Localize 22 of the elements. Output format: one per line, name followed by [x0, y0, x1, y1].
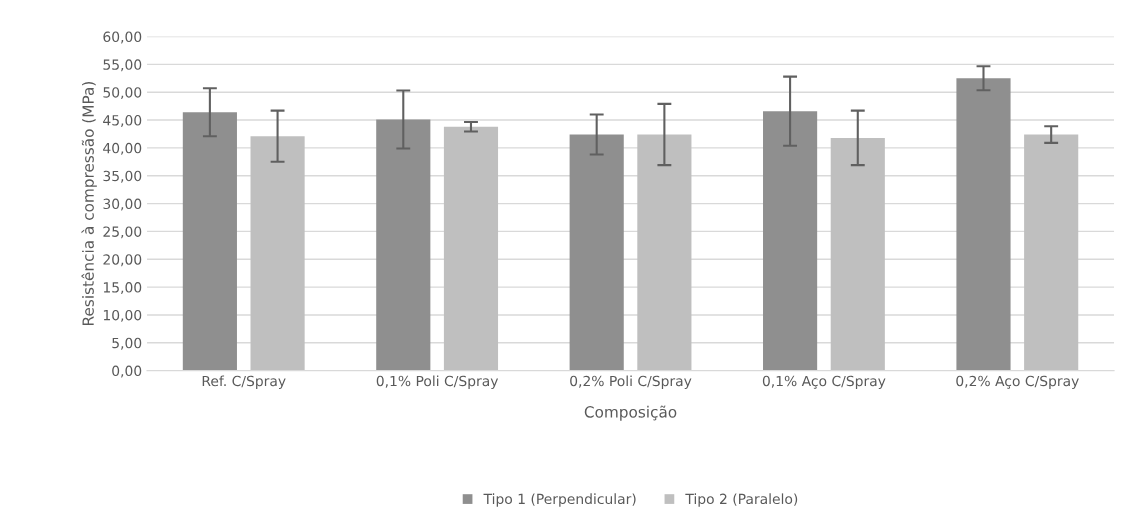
- x-tick-label: 0,2% Aço C/Spray: [956, 375, 1079, 389]
- x-tick-label: Ref. C/Spray: [202, 375, 286, 389]
- y-tick-label: 25,00: [103, 226, 142, 239]
- x-axis-title: Composição: [584, 405, 677, 421]
- y-tick-label: 45,00: [103, 115, 142, 127]
- y-tick-label: 30,00: [103, 198, 142, 211]
- y-tick-label: 10,00: [103, 309, 142, 322]
- legend-label: Tipo 1 (Perpendicular): [483, 493, 636, 507]
- y-tick-label: 20,00: [103, 254, 142, 267]
- x-tick-label: 0,1% Poli C/Spray: [376, 375, 499, 389]
- y-tick-label: 5,00: [112, 337, 142, 350]
- y-tick-label: 50,00: [103, 87, 142, 100]
- y-tick-label: 0,00: [112, 365, 142, 378]
- x-tick-label: 0,2% Poli C/Spray: [570, 375, 692, 389]
- y-tick-label: 40,00: [103, 142, 142, 155]
- y-tick-label: 15,00: [103, 282, 142, 294]
- y-tick-label: 55,00: [103, 59, 142, 72]
- y-axis-title: Resistência à compressão (MPa): [81, 82, 97, 325]
- y-tick-label: 60,00: [103, 31, 142, 44]
- legend-label: Tipo 2 (Paralelo): [685, 493, 798, 507]
- x-tick-label: 0,1% Aço C/Spray: [762, 375, 886, 389]
- y-tick-label: 35,00: [103, 170, 142, 183]
